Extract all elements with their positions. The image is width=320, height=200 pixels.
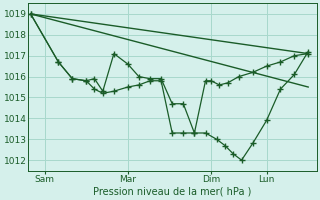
X-axis label: Pression niveau de la mer( hPa ): Pression niveau de la mer( hPa ) bbox=[93, 187, 252, 197]
